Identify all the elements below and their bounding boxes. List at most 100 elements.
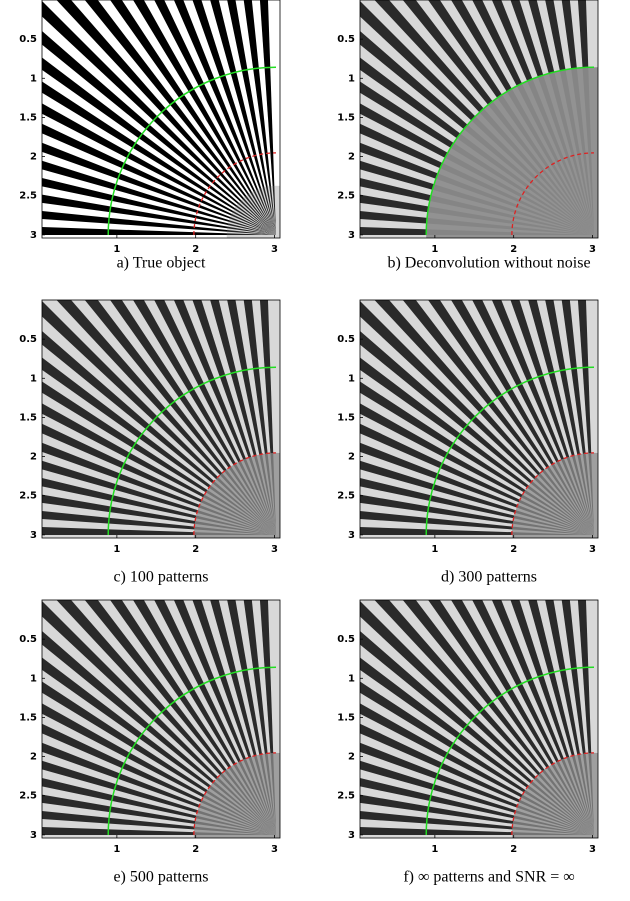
stripe — [227, 0, 276, 235]
stripe — [42, 81, 276, 235]
red-circle — [511, 152, 595, 236]
panel: 1 2 3 0.5 1 1.5 2 2.5 3 d) 300 patterns — [337, 299, 599, 586]
y-tick-label: 2.5 — [337, 191, 355, 202]
y-tick-label: 0.5 — [19, 34, 37, 45]
y-tick-label: 2 — [30, 152, 37, 163]
y-tick-label: 3 — [30, 230, 37, 241]
x-tick-label: 1 — [431, 544, 438, 555]
stripe — [42, 103, 276, 235]
y-tick-label: 2 — [348, 152, 355, 163]
alias-region — [226, 185, 280, 238]
y-tick-label: 1 — [348, 373, 355, 384]
y-tick-label: 2 — [30, 752, 37, 763]
y-tick-label: 1 — [348, 73, 355, 84]
blur-region — [193, 752, 280, 838]
caption: e) 500 patterns — [113, 869, 208, 886]
image — [360, 0, 598, 238]
image — [42, 600, 280, 838]
x-tick-label: 3 — [589, 244, 596, 255]
y-tick-label: 2 — [30, 452, 37, 463]
red-circle — [511, 752, 595, 836]
red-circle — [511, 452, 595, 536]
y-tick-label: 0.5 — [19, 634, 37, 645]
x-tick-label: 1 — [113, 244, 120, 255]
x-tick-label: 1 — [431, 244, 438, 255]
x-tick-label: 1 — [113, 544, 120, 555]
y-tick-label: 3 — [30, 530, 37, 541]
red-circle — [193, 152, 277, 236]
plot-frame — [359, 599, 599, 839]
x-tick-label: 2 — [510, 244, 517, 255]
y-tick-label: 1.5 — [337, 412, 355, 423]
y-tick-label: 3 — [348, 830, 355, 841]
stripe — [56, 0, 276, 235]
x-tick-label: 2 — [510, 544, 517, 555]
stripe — [360, 403, 594, 535]
panel: 1 2 3 0.5 1 1.5 2 2.5 3 c) 100 patterns — [19, 299, 281, 586]
panel: 1 2 3 0.5 1 1.5 2 2.5 3 e) 500 patterns — [19, 599, 281, 886]
x-tick-label: 1 — [113, 844, 120, 855]
caption: d) 300 patterns — [441, 569, 537, 586]
y-tick-label: 1.5 — [337, 112, 355, 123]
stripe — [42, 57, 276, 235]
y-tick-label: 1.5 — [19, 712, 37, 723]
x-tick-label: 2 — [192, 244, 199, 255]
plot-frame — [41, 0, 281, 239]
red-circle — [193, 452, 277, 536]
panel: 1 2 3 0.5 1 1.5 2 2.5 3 f) ∞ patterns and SNR = ∞ — [337, 599, 599, 886]
plot-frame — [359, 0, 599, 239]
y-tick-label: 1 — [30, 673, 37, 684]
stripe — [259, 0, 276, 235]
red-circle — [193, 752, 277, 836]
y-tick-label: 1.5 — [19, 412, 37, 423]
stripe — [42, 227, 276, 235]
plot-frame — [359, 299, 599, 539]
blur-region — [511, 752, 598, 838]
y-tick-label: 3 — [30, 830, 37, 841]
y-tick-label: 0.5 — [337, 34, 355, 45]
y-tick-label: 2.5 — [337, 791, 355, 802]
y-tick-label: 3 — [348, 530, 355, 541]
y-tick-label: 2 — [348, 452, 355, 463]
stripe — [42, 194, 276, 235]
y-tick-label: 0.5 — [337, 634, 355, 645]
image — [360, 600, 598, 838]
stripe — [42, 142, 276, 235]
stripe — [259, 600, 276, 835]
stripe — [110, 0, 276, 235]
x-tick-label: 3 — [589, 544, 596, 555]
y-tick-label: 1 — [30, 373, 37, 384]
caption: a) True object — [117, 255, 206, 272]
y-tick-label: 2 — [348, 752, 355, 763]
caption: f) ∞ patterns and SNR = ∞ — [403, 869, 574, 886]
y-tick-label: 3 — [348, 230, 355, 241]
panel: 1 2 3 0.5 1 1.5 2 2.5 3 a) True object — [19, 0, 281, 272]
caption: b) Deconvolution without noise — [387, 255, 590, 272]
green-circle — [107, 66, 277, 236]
stripe — [133, 0, 276, 235]
y-tick-label: 1 — [348, 673, 355, 684]
plot-frame — [41, 299, 281, 539]
x-tick-label: 2 — [192, 544, 199, 555]
x-tick-label: 3 — [271, 544, 278, 555]
blur-region — [426, 67, 598, 238]
x-tick-label: 3 — [271, 244, 278, 255]
image — [42, 0, 280, 238]
x-tick-label: 3 — [271, 844, 278, 855]
y-tick-label: 2.5 — [19, 191, 37, 202]
blur-region — [511, 452, 598, 538]
y-tick-label: 2.5 — [19, 491, 37, 502]
y-tick-label: 0.5 — [337, 334, 355, 345]
x-tick-label: 1 — [431, 844, 438, 855]
image — [42, 300, 280, 538]
blur-region — [193, 452, 280, 538]
image — [360, 300, 598, 538]
x-tick-label: 2 — [192, 844, 199, 855]
y-tick-label: 1.5 — [337, 712, 355, 723]
stripe — [173, 0, 276, 235]
stripe — [42, 30, 276, 235]
y-tick-label: 2.5 — [337, 491, 355, 502]
green-circle — [107, 366, 277, 536]
x-tick-label: 3 — [589, 844, 596, 855]
